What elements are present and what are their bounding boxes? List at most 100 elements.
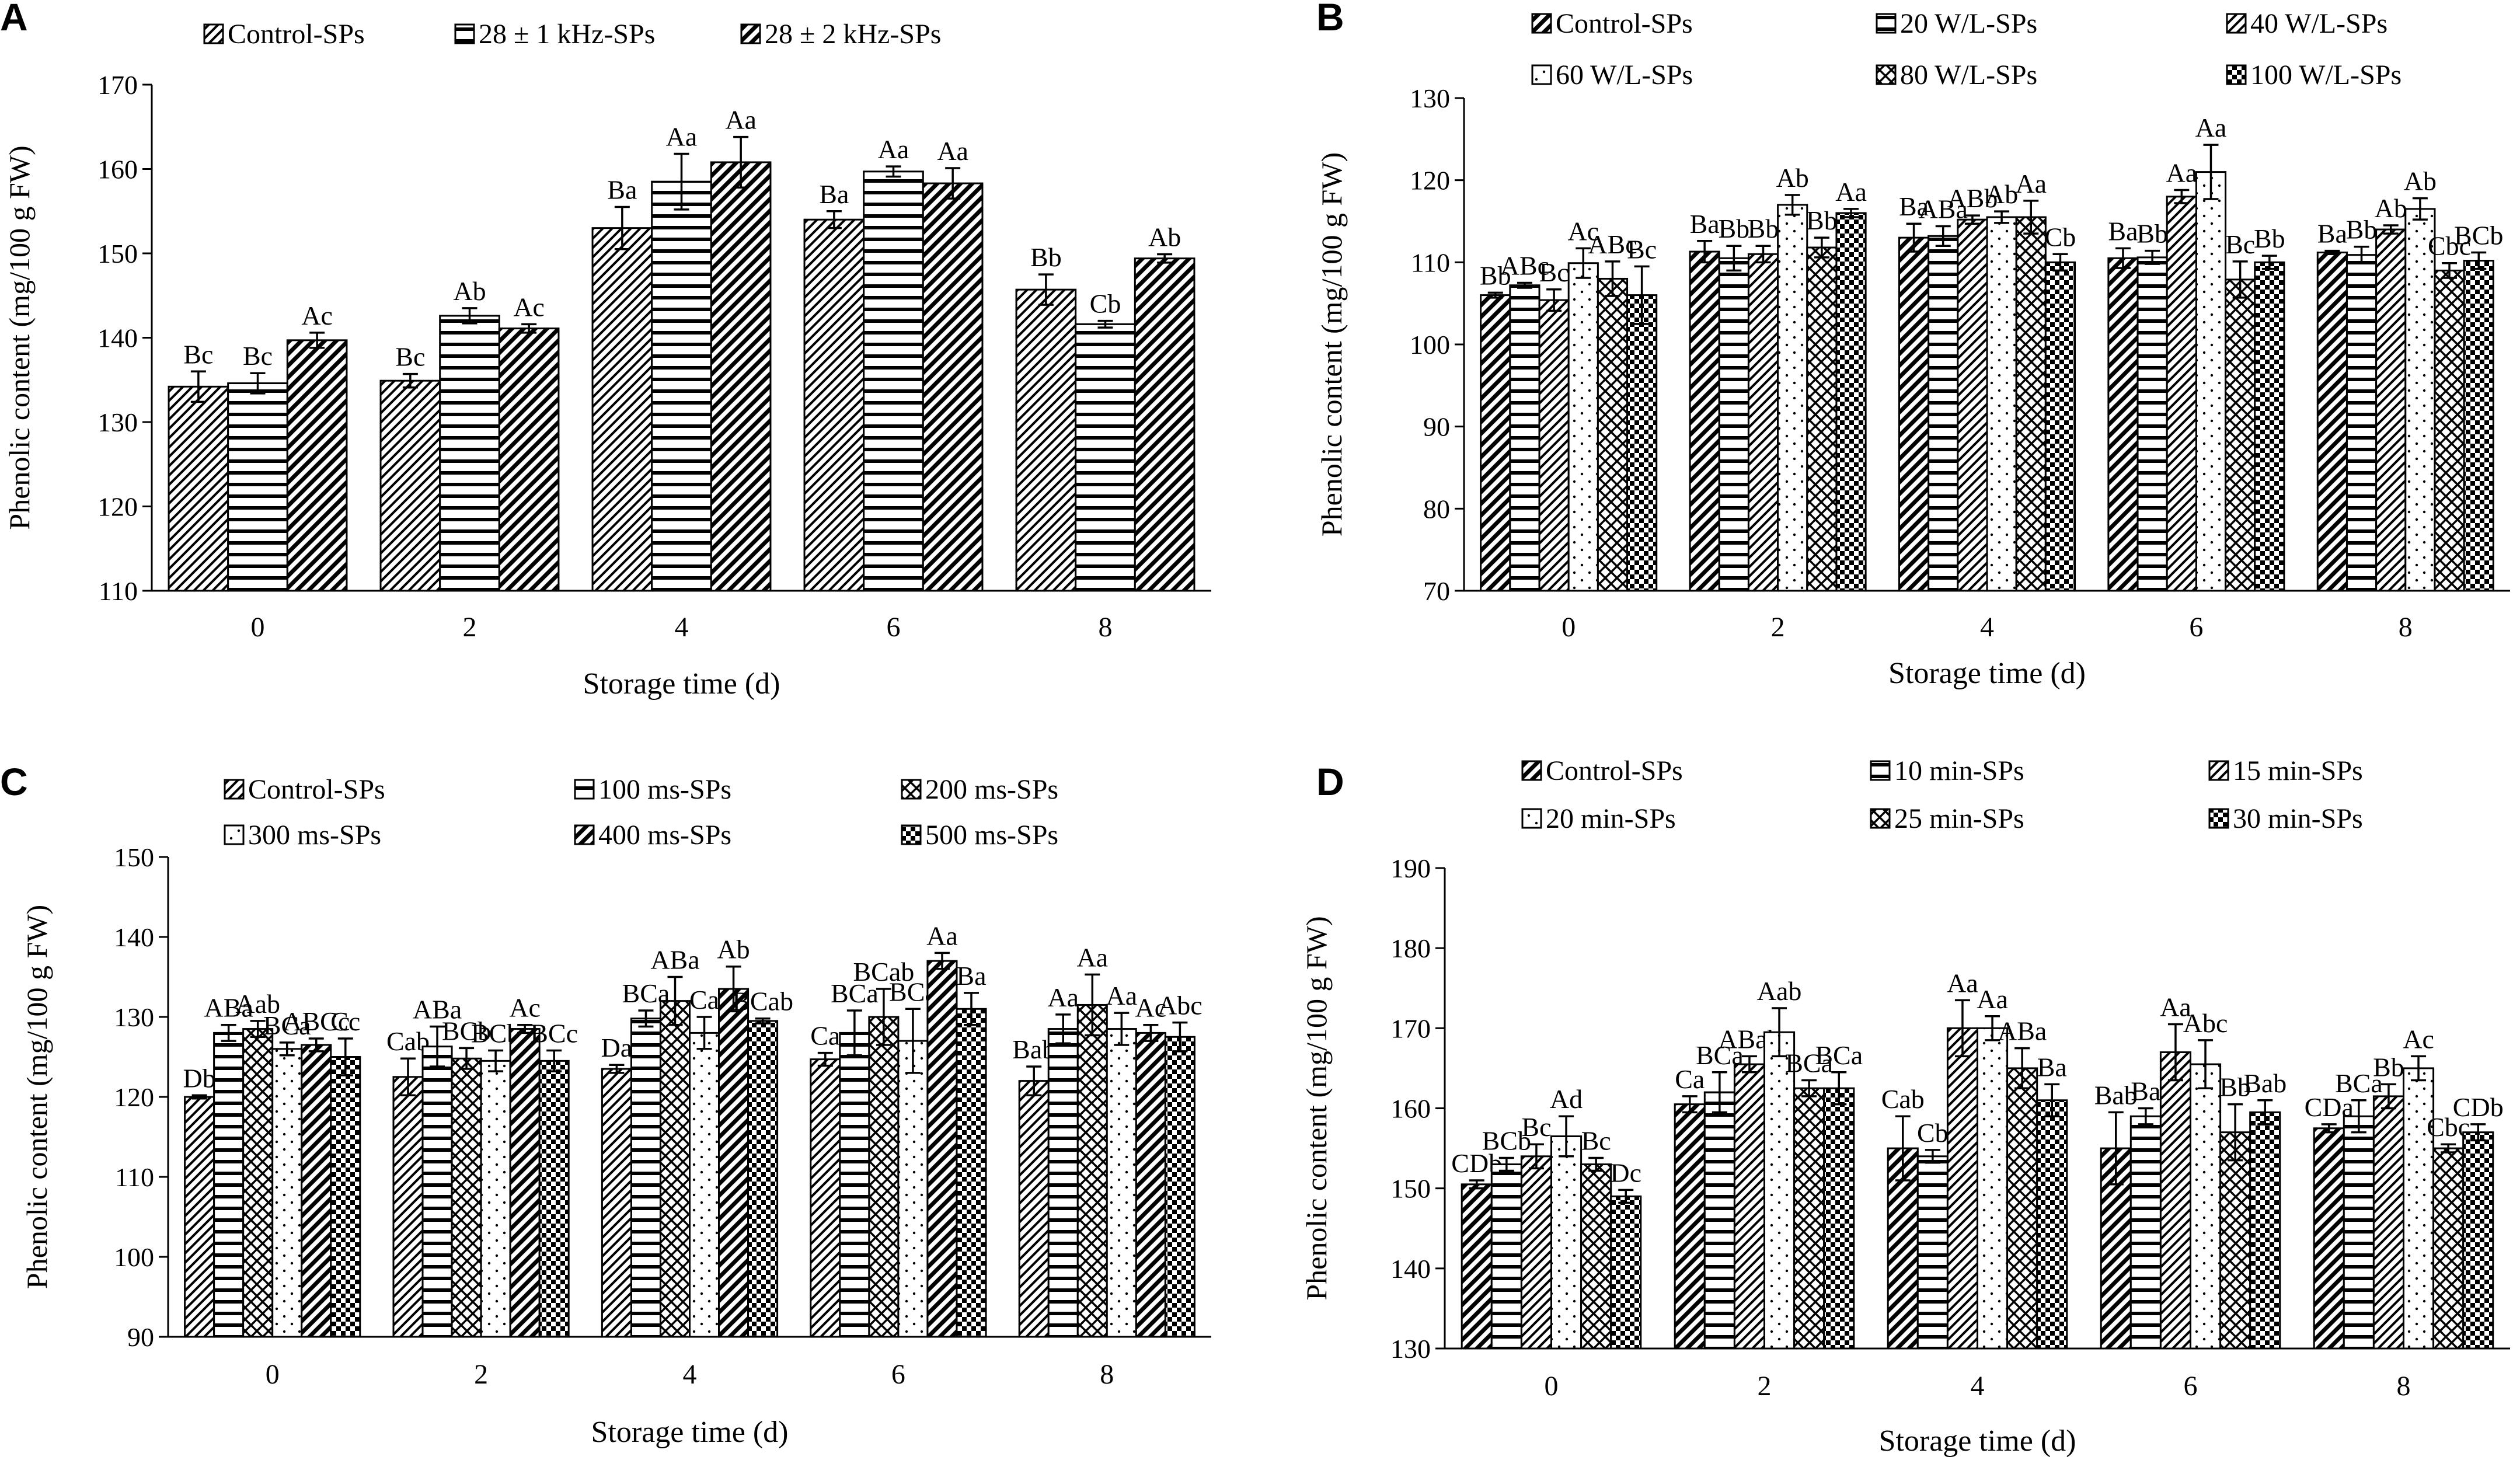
bar xyxy=(601,1068,632,1338)
legend-item: 20 W/L-SPs xyxy=(1876,8,2037,39)
significance-label: Db xyxy=(183,1063,215,1093)
significance-label: Bc xyxy=(1581,1126,1611,1156)
legend-swatch xyxy=(1531,64,1552,85)
bar xyxy=(1075,323,1136,592)
y-tick-label: 140 xyxy=(97,323,138,353)
x-tick-label: 6 xyxy=(2189,612,2203,643)
significance-label: ABa xyxy=(413,994,462,1024)
bar xyxy=(868,1016,900,1338)
legend-label: 10 min-SPs xyxy=(1894,755,2024,786)
significance-label: Aa xyxy=(2015,169,2047,198)
bar xyxy=(1977,1027,2009,1350)
y-tick-label: 110 xyxy=(1411,248,1450,277)
legend-item: 25 min-SPs xyxy=(1870,803,2024,834)
bar xyxy=(2313,1127,2345,1350)
legend-label: 25 min-SPs xyxy=(1894,803,2024,834)
y-tick-label: 160 xyxy=(1390,1094,1431,1124)
bar xyxy=(1898,236,1930,592)
significance-label: Aa xyxy=(725,105,757,135)
significance-label: ABa xyxy=(650,945,699,975)
significance-label: Aa xyxy=(2166,158,2197,188)
bar xyxy=(1928,235,1959,592)
bar xyxy=(1135,1032,1166,1338)
bar xyxy=(2015,216,2047,592)
panel-d: D 130 140 150 160 170 180 190 Phenolic content (… xyxy=(1300,755,2510,1458)
x-axis-title: Storage time (d) xyxy=(1879,1424,2076,1458)
bar xyxy=(1550,1135,1583,1350)
legend-item: 300 ms-SPs xyxy=(224,820,381,851)
significance-label: ABa xyxy=(204,993,253,1023)
bar xyxy=(392,1076,424,1338)
bar xyxy=(2434,269,2465,592)
bar xyxy=(2044,261,2076,592)
bar xyxy=(2006,1067,2038,1350)
significance-label: CDb xyxy=(2453,1092,2504,1122)
y-tick-label: 140 xyxy=(114,922,154,952)
legend-label: 80 W/L-SPs xyxy=(1900,60,2037,90)
significance-label: ABc xyxy=(1588,229,1637,259)
legend-item: Control-SPs xyxy=(1531,8,1693,39)
bar xyxy=(301,1044,332,1338)
y-axis-title: Phenolic content (mg/100 g FW) xyxy=(1315,152,1348,536)
bar xyxy=(1946,1027,1978,1350)
legend-label: 28 ± 2 kHz-SPs xyxy=(765,19,941,50)
bar xyxy=(2345,254,2378,592)
legend-label: Control-SPs xyxy=(1546,755,1683,786)
significance-label: Ba xyxy=(2108,216,2138,246)
significance-label: BCc xyxy=(530,1019,578,1048)
y-tick-label: 140 xyxy=(1390,1254,1431,1284)
x-tick-label: 8 xyxy=(2399,612,2413,643)
bar xyxy=(803,218,865,592)
panel-letter: D xyxy=(1316,760,1344,803)
significance-label: Ac xyxy=(1567,216,1599,246)
bar xyxy=(509,1028,541,1338)
significance-label: Bc xyxy=(1627,234,1657,264)
bar xyxy=(2166,196,2197,592)
significance-label: Bc xyxy=(1521,1112,1551,1142)
significance-label: Ba xyxy=(2131,1076,2160,1106)
legend-swatch xyxy=(740,23,761,44)
significance-label: Ba xyxy=(2317,219,2347,249)
significance-label: Aa xyxy=(1047,982,1079,1012)
legend-label: Control-SPs xyxy=(248,774,385,805)
bar xyxy=(1718,257,1749,592)
panel-c: C 90 100 110 120 130 140 150 Phenolic content (m… xyxy=(0,760,1211,1449)
legend-label: 400 ms-SPs xyxy=(598,820,731,851)
x-tick-label: 6 xyxy=(891,1359,905,1390)
bar xyxy=(2225,278,2256,592)
bar xyxy=(379,379,441,592)
significance-label: Bb xyxy=(1030,242,1062,272)
bar xyxy=(1106,1028,1137,1338)
y-tick-label: 100 xyxy=(114,1242,154,1272)
significance-label: Bb xyxy=(1748,214,1779,243)
significance-label: Aa xyxy=(1835,177,1867,207)
bar xyxy=(1763,1031,1796,1350)
legend-item: 28 ± 1 kHz-SPs xyxy=(454,19,655,50)
legend-item: 20 min-SPs xyxy=(1521,803,1676,834)
bar xyxy=(659,1000,691,1338)
bar xyxy=(1986,216,2017,592)
bar xyxy=(1580,1163,1612,1350)
y-tick-label: 180 xyxy=(1390,933,1431,963)
bar xyxy=(839,1032,870,1338)
y-tick-label: 170 xyxy=(1390,1013,1431,1043)
significance-label: Dc xyxy=(1610,1158,1641,1187)
significance-label: Ba xyxy=(1899,191,1929,221)
significance-label: BCb xyxy=(2454,220,2503,250)
legend: Control-SPs 100 ms-SPs 200 ms-SPs 300 ms-SP… xyxy=(224,774,1058,851)
legend-item: 15 min-SPs xyxy=(2208,755,2363,786)
significance-label: Ab xyxy=(2375,193,2407,223)
significance-label: Aa xyxy=(2160,992,2191,1022)
y-tick-label: 110 xyxy=(115,1162,154,1192)
bar xyxy=(2343,1115,2375,1350)
legend-swatch xyxy=(574,824,595,845)
x-tick-label: 4 xyxy=(683,1359,697,1390)
bar xyxy=(330,1056,361,1338)
y-tick-label: 130 xyxy=(1390,1334,1431,1364)
bar xyxy=(227,382,288,592)
legend-label: 40 W/L-SPs xyxy=(2250,8,2387,39)
significance-label: Abc xyxy=(1158,991,1203,1020)
bar xyxy=(897,1040,929,1338)
legend-item: Control-SPs xyxy=(203,19,365,50)
